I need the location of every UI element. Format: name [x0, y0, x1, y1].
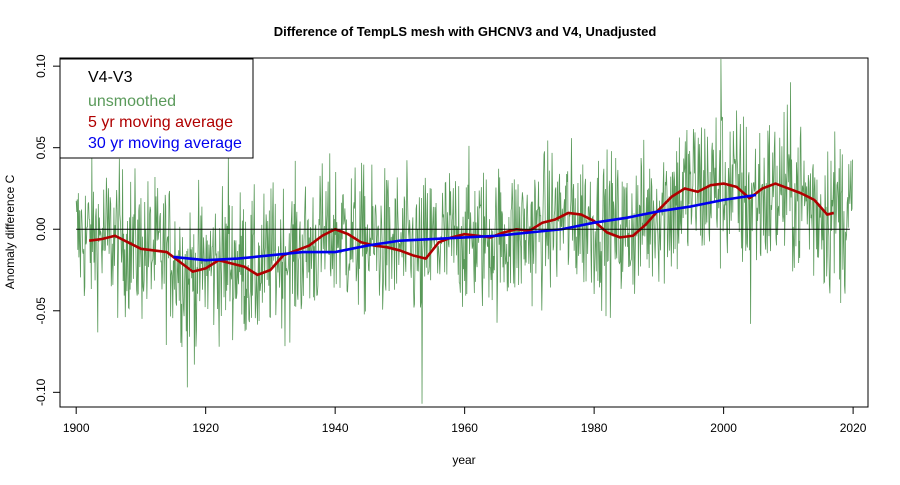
series-layer: [75, 58, 853, 404]
x-tick-label: 2000: [710, 421, 737, 435]
x-tick-label: 1980: [581, 421, 608, 435]
y-axis-label: Anomaly difference C: [3, 174, 17, 289]
legend-entry-30yr: 30 yr moving average: [88, 135, 242, 152]
x-tick-label: 1960: [451, 421, 478, 435]
chart-title: Difference of TempLS mesh with GHCNV3 an…: [274, 24, 657, 39]
y-tick-label: -0.10: [34, 378, 48, 406]
y-tick-label: 0.00: [34, 217, 48, 241]
legend-title: V4-V3: [88, 69, 133, 86]
x-tick-label: 1900: [63, 421, 90, 435]
x-tick-label: 1940: [322, 421, 349, 435]
series-30yr-moving-average-line: [173, 193, 757, 262]
x-tick-label: 1920: [192, 421, 219, 435]
x-axis-label: year: [452, 453, 475, 467]
y-tick-label: -0.05: [34, 297, 48, 325]
legend-box: [59, 58, 254, 159]
x-tick-label: 2020: [840, 421, 867, 435]
series-unsmoothed-line: [75, 58, 853, 404]
series-5yr-moving-average-line: [88, 182, 835, 277]
plot-frame: [59, 57, 869, 408]
y-tick-label: 0.10: [34, 54, 48, 78]
legend-entry-5yr: 5 yr moving average: [88, 114, 233, 131]
legend: V4-V3 unsmoothed 5 yr moving average 30 …: [59, 58, 254, 159]
x-axis: 1900 1920 1940 1960 1980 2000 2020: [63, 406, 867, 435]
legend-entry-unsmoothed: unsmoothed: [88, 93, 176, 110]
y-tick-label: 0.05: [34, 136, 48, 160]
